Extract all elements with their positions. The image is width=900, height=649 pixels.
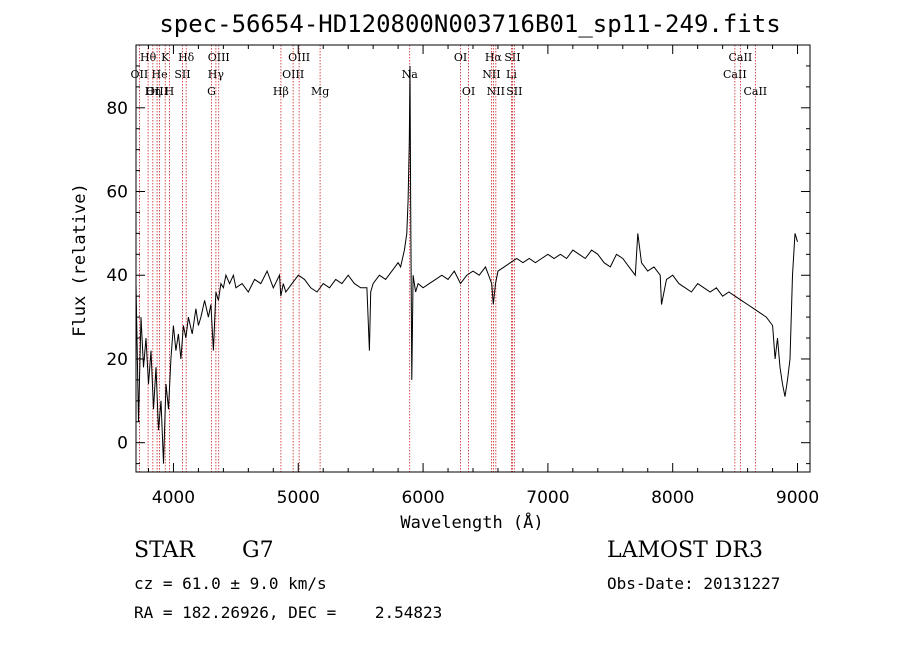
line-marker-label: Hη [145, 85, 161, 98]
line-marker-label: Hβ [273, 85, 289, 98]
y-tick-label: 20 [106, 350, 128, 370]
line-marker-label: He [152, 68, 168, 81]
line-marker-label: SII [506, 85, 522, 98]
line-marker-label: Hθ [140, 51, 157, 64]
x-tick-label: 5000 [277, 488, 320, 508]
line-marker-label: CaII [723, 68, 747, 81]
line-markers: Hθ OII OIII K He Hη SII H Hδ OIII Hγ G OIII OIII Hβ Mg N… [131, 45, 767, 472]
x-tick-label: 9000 [776, 488, 819, 508]
line-marker-label: OIII [282, 68, 304, 81]
line-marker-label: NII [482, 68, 500, 81]
y-axis: 0 20 40 60 80 [106, 44, 810, 465]
line-marker-label: OIII [146, 85, 168, 98]
x-tick-label: 4000 [152, 488, 195, 508]
line-marker-label: Hγ [208, 68, 225, 81]
coordinates: RA = 182.26926, DEC = 2.54823 [134, 603, 443, 622]
line-marker-label: SII [504, 51, 520, 64]
x-tick-label: 6000 [401, 488, 444, 508]
y-tick-label: 40 [106, 266, 128, 286]
redshift-cz: cz = 61.0 ± 9.0 km/s [134, 574, 327, 593]
line-marker-label: CaII [743, 85, 767, 98]
line-marker-label: OIII [208, 51, 230, 64]
spectrum-series [135, 65, 798, 464]
line-marker-label: CaII [729, 51, 753, 64]
line-marker-label: OII [131, 68, 149, 81]
line-marker-label: K [161, 51, 170, 64]
survey-name: LAMOST DR3 [607, 538, 763, 563]
line-marker-label: Hδ [178, 51, 195, 64]
plot-frame [135, 44, 811, 473]
y-axis-label: Flux (relative) [70, 183, 90, 337]
line-marker-label: G [207, 85, 216, 98]
line-marker-label: OIII [288, 51, 310, 64]
y-tick-label: 0 [117, 434, 128, 454]
line-marker-label: Mg [311, 85, 329, 98]
line-marker-label: NII [487, 85, 505, 98]
spectrum-line [135, 65, 798, 464]
y-tick-label: 80 [106, 99, 128, 119]
object-type: STAR [134, 538, 195, 563]
x-axis: 4000 5000 6000 7000 8000 9000 [147, 45, 819, 508]
observation-date: Obs-Date: 20131227 [607, 574, 781, 593]
line-marker-label: Li [506, 68, 517, 81]
line-marker-label: OI [454, 51, 467, 64]
line-marker-label: Hα [485, 51, 503, 64]
y-tick-label: 60 [106, 183, 128, 203]
x-tick-label: 7000 [526, 488, 569, 508]
chart-title: spec-56654-HD120800N003716B01_sp11-249.f… [159, 10, 780, 38]
x-axis-label: Wavelength (Å) [400, 511, 543, 533]
spectral-subclass: G7 [242, 538, 274, 563]
x-tick-label: 8000 [651, 488, 694, 508]
line-marker-label: H [165, 85, 175, 98]
line-marker-label: SII [174, 68, 190, 81]
line-marker-label: OI [462, 85, 475, 98]
